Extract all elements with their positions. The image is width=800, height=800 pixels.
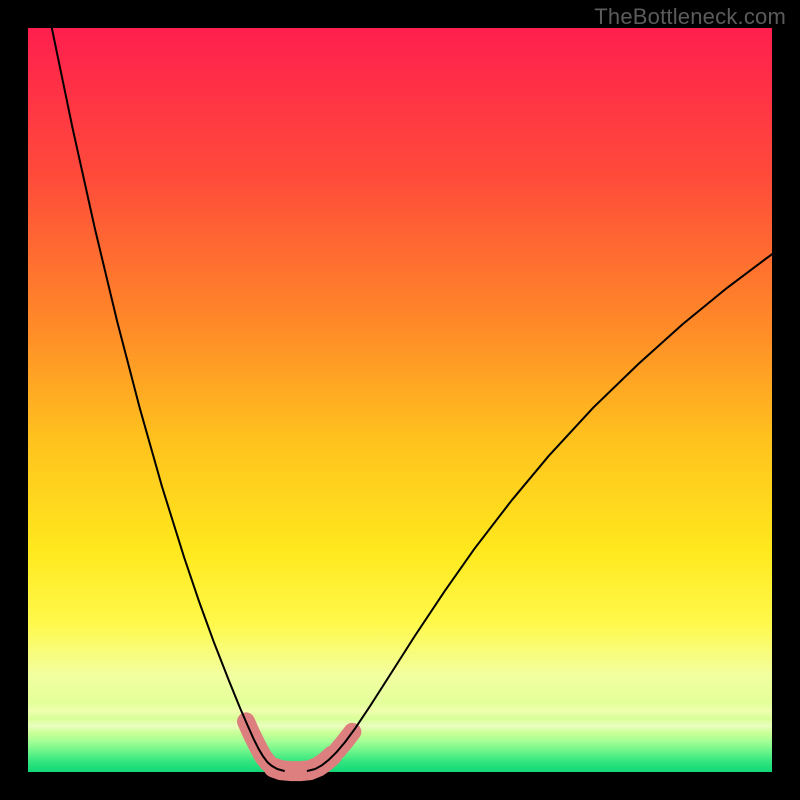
bottleneck-chart: TheBottleneck.com	[0, 0, 800, 800]
chart-svg	[0, 0, 800, 800]
watermark-text: TheBottleneck.com	[594, 4, 786, 30]
